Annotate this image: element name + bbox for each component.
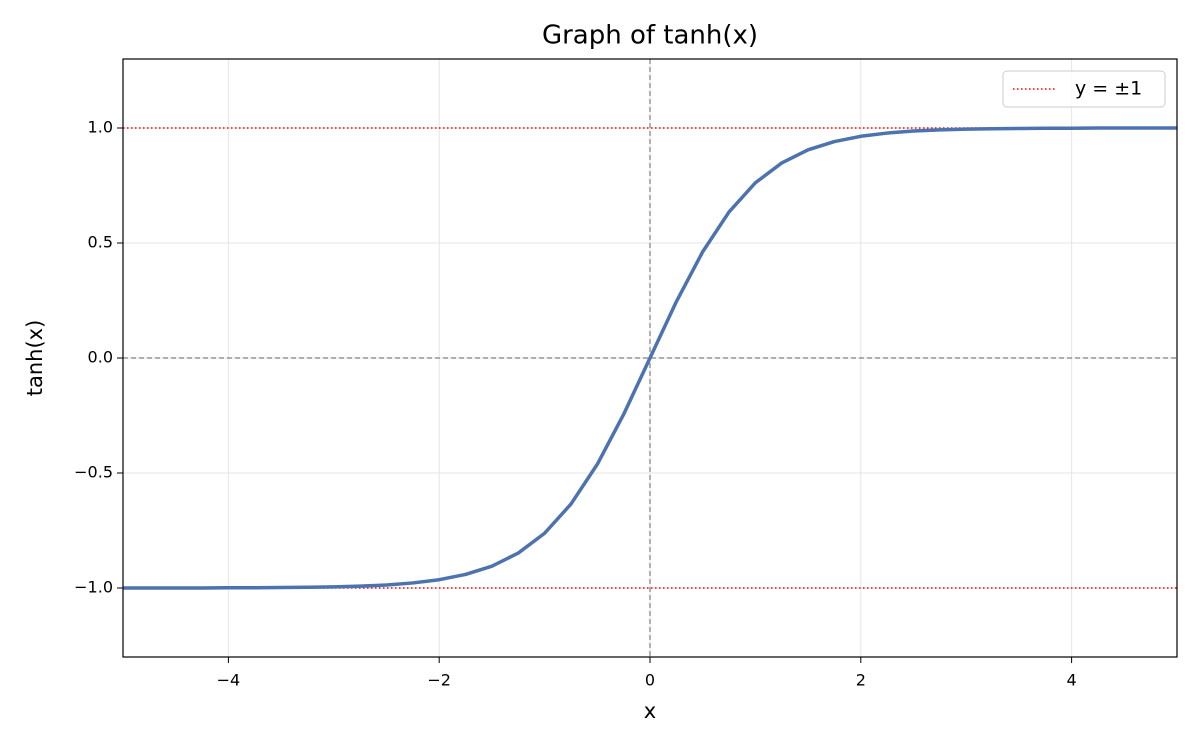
y-tick-label: 0.0 xyxy=(88,348,113,367)
x-tick-label: 2 xyxy=(856,671,866,690)
y-tick-label: −1.0 xyxy=(74,578,113,597)
legend-label: y = ±1 xyxy=(1075,78,1142,100)
x-tick-label: −4 xyxy=(217,671,241,690)
x-tick-label: 0 xyxy=(645,671,655,690)
plot-frame xyxy=(122,58,1178,658)
y-axis-label: tanh(x) xyxy=(23,320,47,397)
data-line xyxy=(123,126,1177,590)
chart-title: Graph of tanh(x) xyxy=(542,21,758,51)
y-tick-label: 1.0 xyxy=(88,118,113,137)
y-tick-label: 0.5 xyxy=(88,233,113,252)
x-tick-label: 4 xyxy=(1067,671,1077,690)
y-tick-label: −0.5 xyxy=(74,463,113,482)
x-axis-label: x xyxy=(644,699,656,723)
legend-box xyxy=(1002,70,1166,108)
x-tick-label: −2 xyxy=(427,671,451,690)
